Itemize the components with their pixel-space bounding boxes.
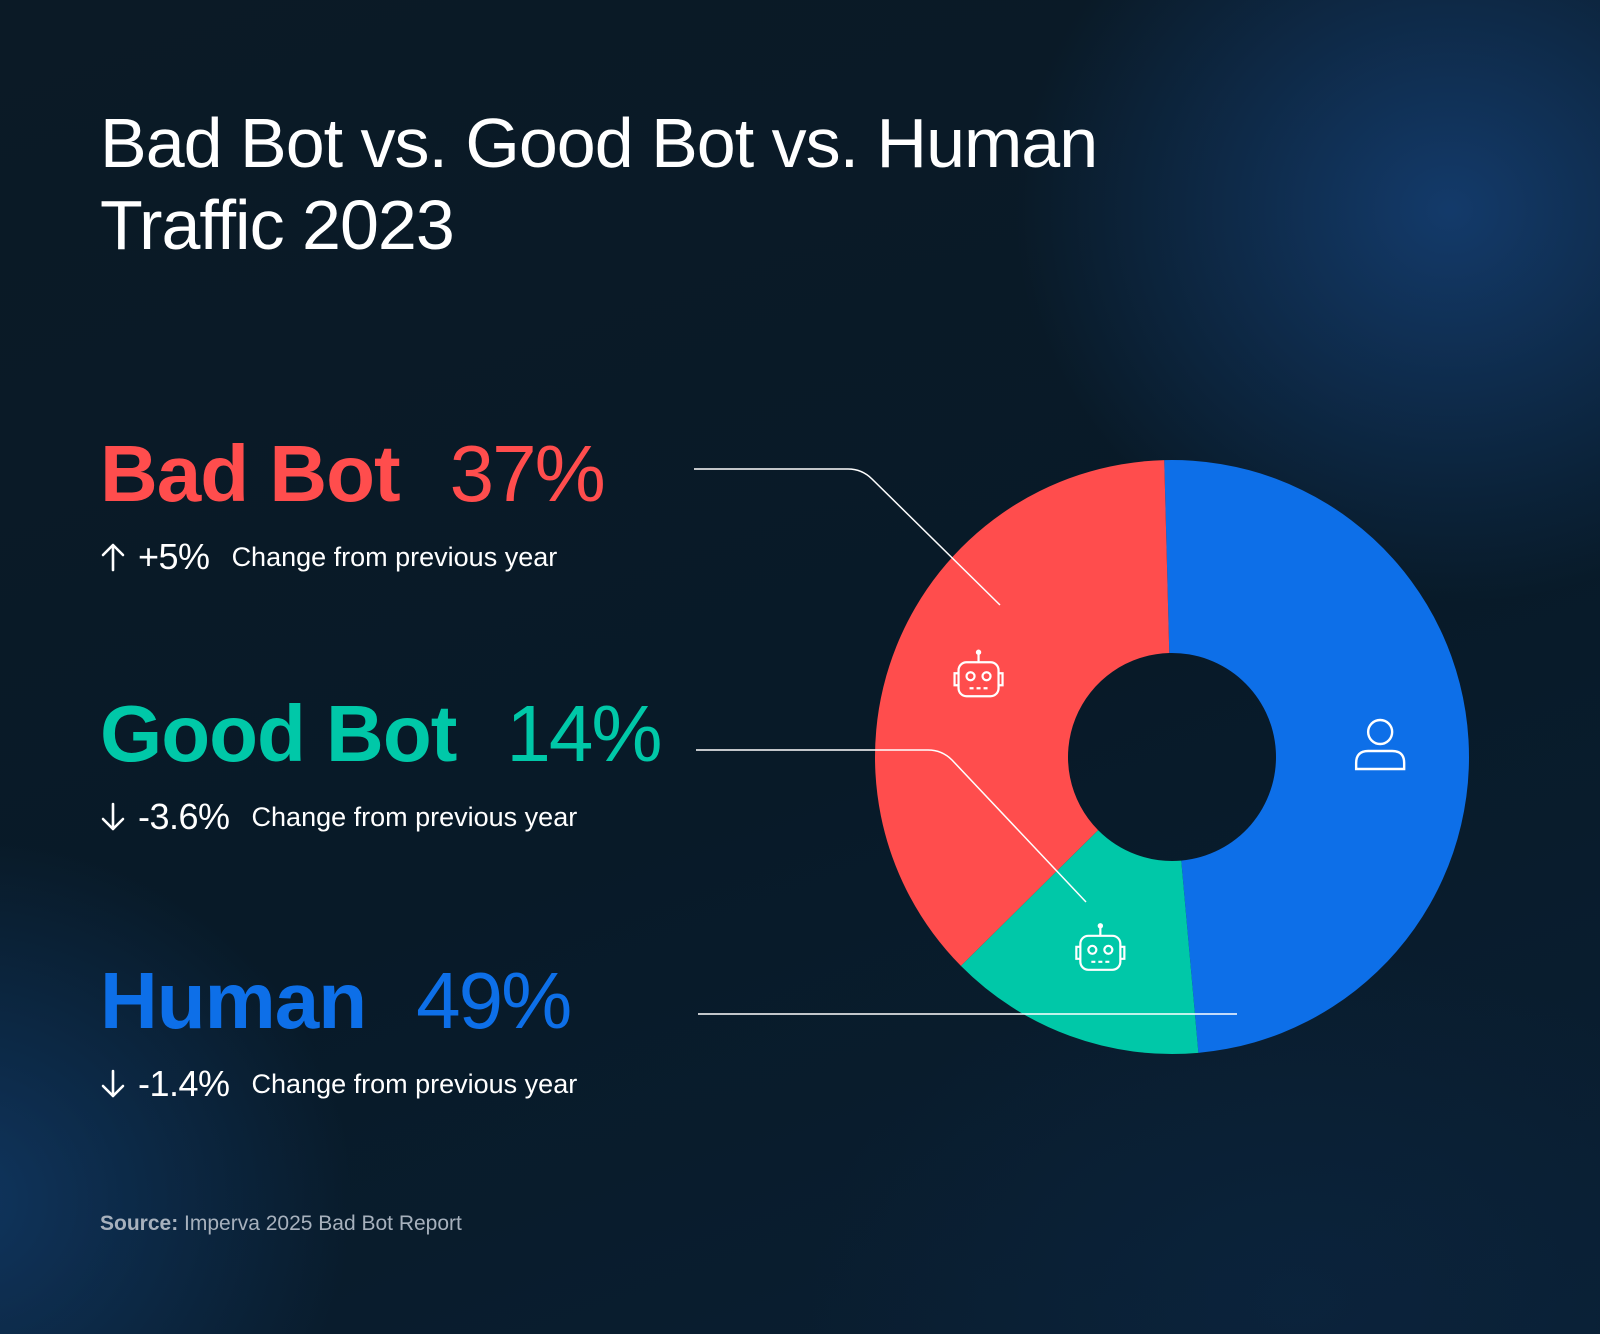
category-good-bot: Good Bot 14% -3.6% Change from previous … bbox=[100, 688, 662, 838]
change-label: Change from previous year bbox=[251, 1068, 578, 1099]
category-label: Human bbox=[100, 956, 367, 1045]
leader-line-bad-bot bbox=[694, 468, 1001, 606]
robot-icon bbox=[953, 649, 1004, 698]
category-percentage: 37% bbox=[449, 429, 606, 518]
page-title: Bad Bot vs. Good Bot vs. Human Traffic 2… bbox=[100, 102, 1300, 266]
change-delta: -1.4% bbox=[138, 1063, 230, 1104]
slice-human bbox=[1164, 460, 1469, 1053]
slice-bad-bot bbox=[875, 460, 1170, 966]
title-line-2: Traffic 2023 bbox=[100, 186, 455, 264]
change-delta: -3.6% bbox=[138, 796, 230, 837]
arrow-up-icon bbox=[101, 543, 125, 572]
source-prefix: Source: bbox=[100, 1212, 179, 1235]
category-percentage: 14% bbox=[506, 689, 662, 778]
leader-line-good-bot bbox=[696, 749, 1087, 903]
robot-icon bbox=[1075, 923, 1126, 971]
change-delta: +5% bbox=[138, 536, 210, 577]
category-percentage: 49% bbox=[416, 956, 572, 1045]
category-bad-bot: Bad Bot 37% +5% Change from previous yea… bbox=[100, 428, 606, 578]
change-label: Change from previous year bbox=[251, 801, 578, 832]
category-label: Bad Bot bbox=[100, 429, 401, 518]
arrow-down-icon bbox=[101, 1069, 125, 1098]
change-label: Change from previous year bbox=[231, 541, 558, 572]
source-text: Imperva 2025 Bad Bot Report bbox=[178, 1212, 462, 1235]
arrow-down-icon bbox=[101, 802, 125, 831]
person-icon bbox=[1354, 718, 1406, 771]
leader-lines bbox=[694, 468, 1237, 1015]
category-label: Good Bot bbox=[100, 689, 457, 778]
title-line-1: Bad Bot vs. Good Bot vs. Human bbox=[100, 104, 1098, 182]
source-note: Source: Imperva 2025 Bad Bot Report bbox=[100, 1212, 462, 1236]
category-human: Human 49% -1.4% Change from previous yea… bbox=[100, 955, 577, 1105]
